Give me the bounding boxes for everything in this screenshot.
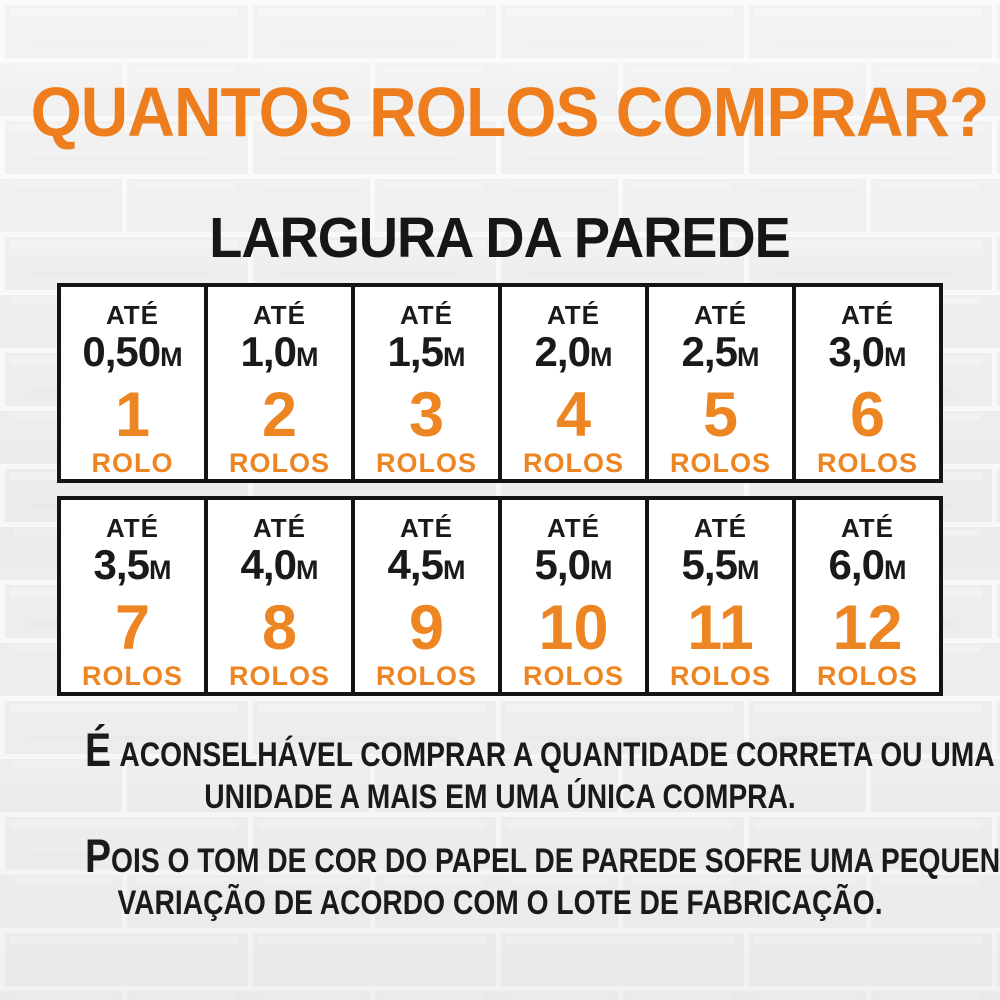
rolls-table-row-1: ATÉ 0,50M 1 ROLO ATÉ 1,0M 2 ROLOS ATÉ 1,… bbox=[57, 283, 943, 483]
table-cell: ATÉ 1,5M 3 ROLOS bbox=[355, 287, 502, 479]
footer-note-2-lead-letter: P bbox=[85, 829, 112, 882]
cell-roll-count: 4 bbox=[555, 380, 592, 450]
cell-roll-label: ROLO bbox=[91, 448, 174, 478]
cell-roll-label: ROLOS bbox=[522, 448, 624, 478]
cell-width-value: 1,0M bbox=[240, 328, 319, 375]
cell-width-value: 4,0M bbox=[240, 541, 319, 588]
cell-width-value: 5,5M bbox=[681, 541, 760, 588]
footer-note-1-lead-letter: É bbox=[85, 723, 112, 776]
cell-width-value: 1,5M bbox=[387, 328, 466, 375]
cell-upto-label: ATÉ bbox=[693, 300, 748, 330]
cell-roll-label: ROLOS bbox=[228, 448, 330, 478]
table-cell: ATÉ 5,0M 10 ROLOS bbox=[502, 500, 649, 692]
table-cell: ATÉ 0,50M 1 ROLO bbox=[61, 287, 208, 479]
cell-width-unit: M bbox=[295, 555, 319, 585]
cell-width-value: 2,5M bbox=[681, 328, 760, 375]
cell-upto-label: ATÉ bbox=[252, 300, 307, 330]
cell-width-unit: M bbox=[736, 555, 760, 585]
cell-upto-label: ATÉ bbox=[840, 300, 895, 330]
cell-width-value: 4,5M bbox=[387, 541, 466, 588]
table-cell: ATÉ 3,0M 6 ROLOS bbox=[796, 287, 939, 479]
cell-upto-label: ATÉ bbox=[840, 513, 895, 543]
cell-upto-label: ATÉ bbox=[105, 513, 160, 543]
table-cell: ATÉ 4,5M 9 ROLOS bbox=[355, 500, 502, 692]
footer-note-1: É ACONSELHÁVEL COMPRAR A QUANTIDADE CORRE… bbox=[0, 723, 1000, 818]
page-subtitle-text: LARGURA DA PAREDE bbox=[209, 206, 791, 270]
cell-roll-label: ROLOS bbox=[522, 661, 624, 691]
cell-roll-count: 7 bbox=[114, 593, 151, 663]
footer-note-2-line-2: VARIAÇÃO DE ACORDO COM O LOTE DE FABRICA… bbox=[117, 884, 883, 922]
cell-roll-count: 9 bbox=[408, 593, 445, 663]
table-cell: ATÉ 5,5M 11 ROLOS bbox=[649, 500, 796, 692]
cell-width-unit: M bbox=[442, 342, 466, 372]
cell-upto-label: ATÉ bbox=[105, 300, 160, 330]
page-subtitle: LARGURA DA PAREDE bbox=[0, 205, 1000, 271]
cell-roll-label: ROLOS bbox=[816, 448, 918, 478]
cell-width-unit: M bbox=[883, 555, 907, 585]
cell-width-unit: M bbox=[148, 555, 172, 585]
table-cell: ATÉ 2,5M 5 ROLOS bbox=[649, 287, 796, 479]
footer-note-1-line-2: UNIDADE A MAIS EM UMA ÚNICA COMPRA. bbox=[204, 778, 796, 816]
cell-upto-label: ATÉ bbox=[546, 513, 601, 543]
cell-upto-label: ATÉ bbox=[252, 513, 307, 543]
cell-roll-count: 8 bbox=[261, 593, 298, 663]
rolls-table-row-2: ATÉ 3,5M 7 ROLOS ATÉ 4,0M 8 ROLOS ATÉ 4,… bbox=[57, 496, 943, 696]
cell-width-value: 3,5M bbox=[93, 541, 172, 588]
cell-width-value: 6,0M bbox=[828, 541, 907, 588]
table-cell: ATÉ 1,0M 2 ROLOS bbox=[208, 287, 355, 479]
page-title-text: QUANTOS ROLOS COMPRAR? bbox=[30, 73, 990, 151]
cell-width-unit: M bbox=[883, 342, 907, 372]
cell-width-value: 3,0M bbox=[828, 328, 907, 375]
table-cell: ATÉ 2,0M 4 ROLOS bbox=[502, 287, 649, 479]
cell-roll-label: ROLOS bbox=[81, 661, 183, 691]
cell-roll-count: 5 bbox=[702, 380, 739, 450]
cell-width-unit: M bbox=[160, 342, 183, 372]
footer-note-2-line-1: POIS O TOM DE COR DO PAPEL DE PAREDE SOF… bbox=[85, 829, 1000, 882]
table-cell: ATÉ 6,0M 12 ROLOS bbox=[796, 500, 939, 692]
cell-width-unit: M bbox=[736, 342, 760, 372]
cell-roll-count: 11 bbox=[687, 593, 754, 663]
cell-roll-label: ROLOS bbox=[375, 661, 477, 691]
cell-roll-count: 2 bbox=[261, 380, 298, 450]
cell-width-value: 5,0M bbox=[534, 541, 613, 588]
page-title: QUANTOS ROLOS COMPRAR? bbox=[0, 72, 1000, 152]
cell-upto-label: ATÉ bbox=[399, 513, 454, 543]
cell-roll-label: ROLOS bbox=[816, 661, 918, 691]
cell-roll-count: 1 bbox=[114, 380, 151, 450]
cell-roll-count: 3 bbox=[408, 380, 445, 450]
footer-note-2: POIS O TOM DE COR DO PAPEL DE PAREDE SOF… bbox=[0, 829, 1000, 924]
cell-roll-count: 10 bbox=[538, 593, 609, 663]
cell-roll-label: ROLOS bbox=[228, 661, 330, 691]
table-cell: ATÉ 4,0M 8 ROLOS bbox=[208, 500, 355, 692]
footer-note-1-line-1: É ACONSELHÁVEL COMPRAR A QUANTIDADE CORRE… bbox=[85, 723, 995, 776]
cell-roll-label: ROLOS bbox=[669, 661, 771, 691]
cell-roll-label: ROLOS bbox=[669, 448, 771, 478]
cell-width-unit: M bbox=[295, 342, 319, 372]
cell-upto-label: ATÉ bbox=[546, 300, 601, 330]
cell-roll-label: ROLOS bbox=[375, 448, 477, 478]
cell-width-unit: M bbox=[589, 342, 613, 372]
cell-upto-label: ATÉ bbox=[399, 300, 454, 330]
cell-roll-count: 12 bbox=[832, 593, 903, 663]
cell-roll-count: 6 bbox=[849, 380, 886, 450]
cell-width-unit: M bbox=[589, 555, 613, 585]
cell-width-value: 0,50M bbox=[82, 328, 183, 375]
table-cell: ATÉ 3,5M 7 ROLOS bbox=[61, 500, 208, 692]
cell-upto-label: ATÉ bbox=[693, 513, 748, 543]
cell-width-unit: M bbox=[442, 555, 466, 585]
cell-width-value: 2,0M bbox=[534, 328, 613, 375]
